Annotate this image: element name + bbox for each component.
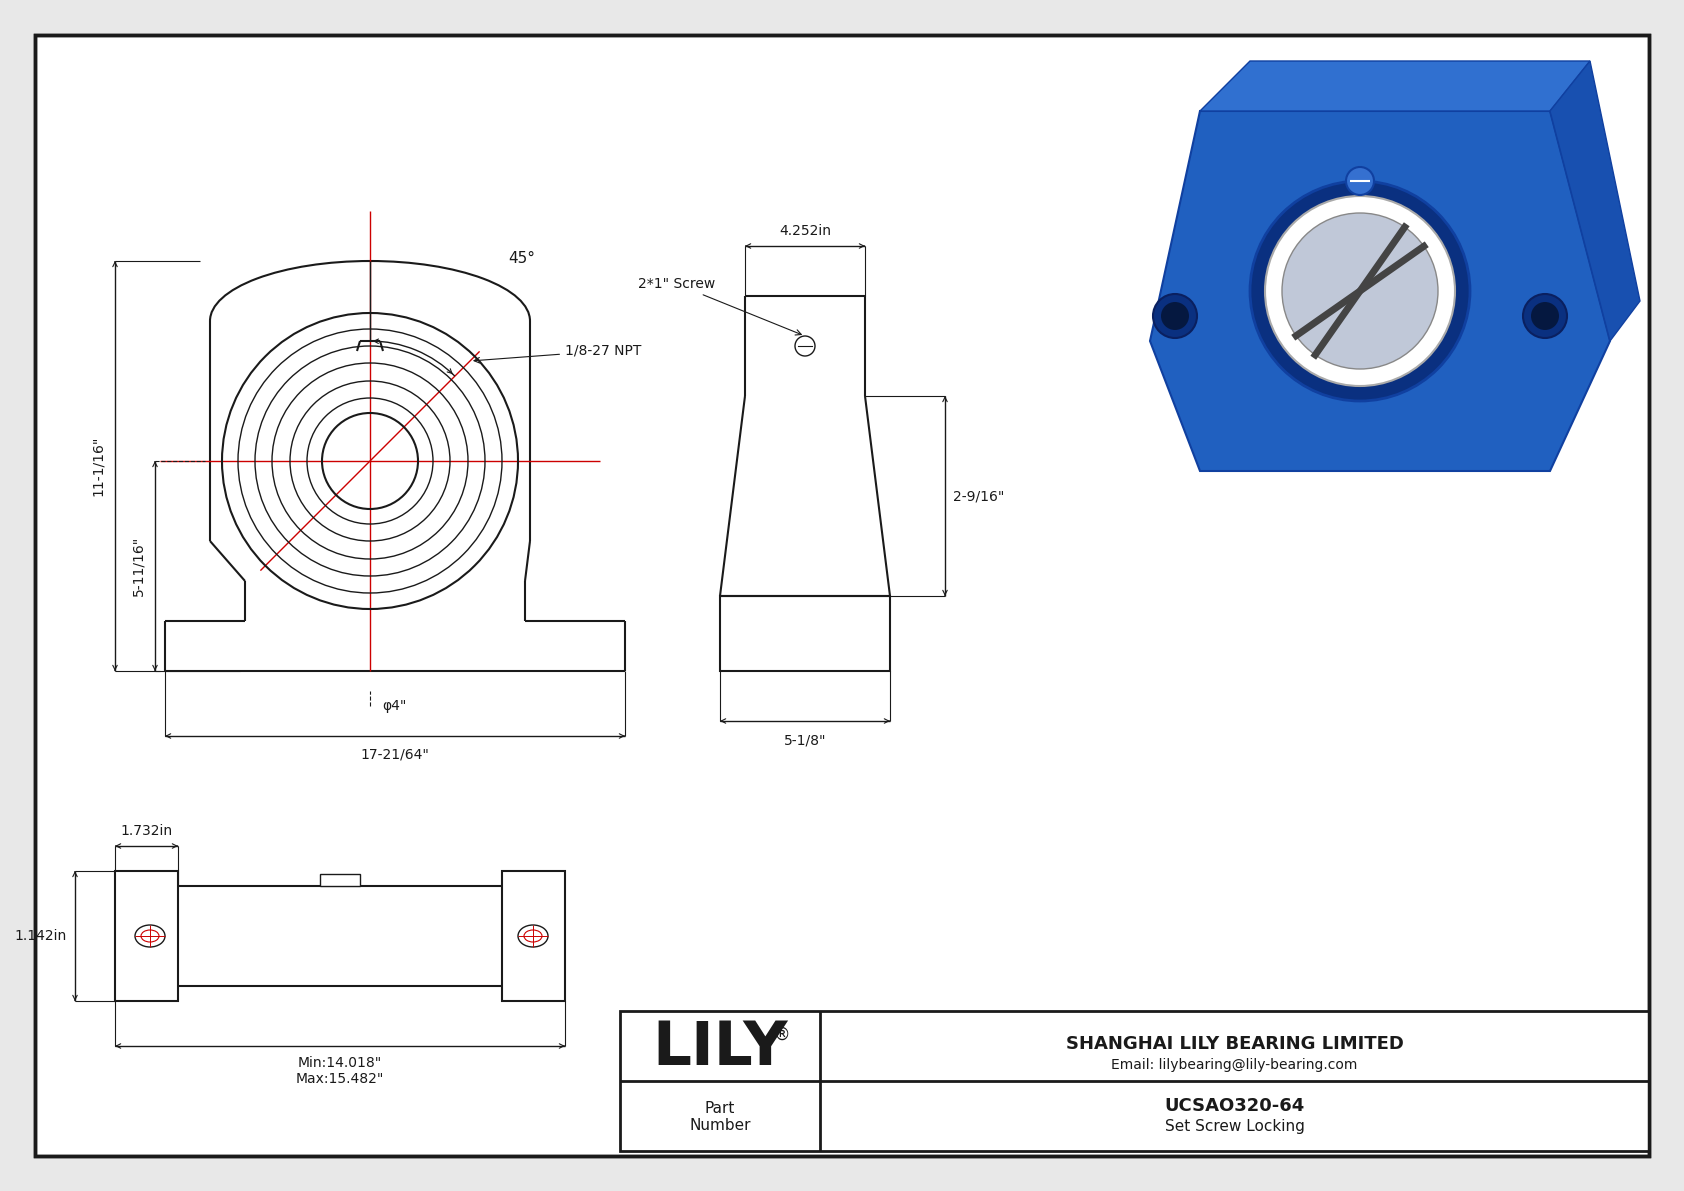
Polygon shape (1150, 111, 1610, 470)
Text: 45°: 45° (509, 251, 536, 266)
Text: 2*1" Screw: 2*1" Screw (638, 278, 802, 335)
Bar (320, 874, 360, 886)
Text: SHANGHAI LILY BEARING LIMITED: SHANGHAI LILY BEARING LIMITED (1066, 1035, 1403, 1053)
Bar (502, 871, 566, 1000)
Text: 5-1/8": 5-1/8" (783, 732, 827, 747)
Circle shape (1160, 303, 1189, 330)
Text: Email: lilybearing@lily-bearing.com: Email: lilybearing@lily-bearing.com (1111, 1058, 1357, 1072)
Bar (170, 886, 510, 986)
Text: 5-11/16": 5-11/16" (131, 536, 145, 597)
Text: 1.732in: 1.732in (121, 824, 172, 838)
Text: Part
Number: Part Number (689, 1100, 751, 1133)
Text: Max:15.482": Max:15.482" (296, 1072, 384, 1086)
Text: 2-9/16": 2-9/16" (953, 490, 1004, 503)
Text: 1.142in: 1.142in (15, 929, 67, 943)
Text: Min:14.018": Min:14.018" (298, 1056, 382, 1070)
Text: UCSAO320-64: UCSAO320-64 (1164, 1097, 1305, 1115)
Bar (721, 596, 891, 671)
Circle shape (1522, 294, 1568, 338)
Circle shape (1531, 303, 1559, 330)
Text: LILY: LILY (652, 1019, 788, 1078)
Text: 4.252in: 4.252in (780, 224, 830, 238)
Circle shape (1346, 167, 1374, 195)
Circle shape (1282, 213, 1438, 369)
Text: ®: ® (773, 1025, 790, 1043)
Bar (620, 1011, 1649, 1151)
Bar (115, 871, 179, 1000)
Text: φ4": φ4" (382, 699, 406, 713)
Circle shape (1250, 181, 1470, 401)
Polygon shape (1549, 61, 1640, 341)
Text: 1/8-27 NPT: 1/8-27 NPT (473, 344, 642, 363)
Text: 17-21/64": 17-21/64" (360, 748, 429, 762)
Circle shape (1154, 294, 1197, 338)
Polygon shape (1201, 61, 1590, 111)
Text: Set Screw Locking: Set Screw Locking (1165, 1120, 1305, 1135)
Circle shape (1265, 197, 1455, 386)
Text: 11-1/16": 11-1/16" (91, 436, 104, 497)
